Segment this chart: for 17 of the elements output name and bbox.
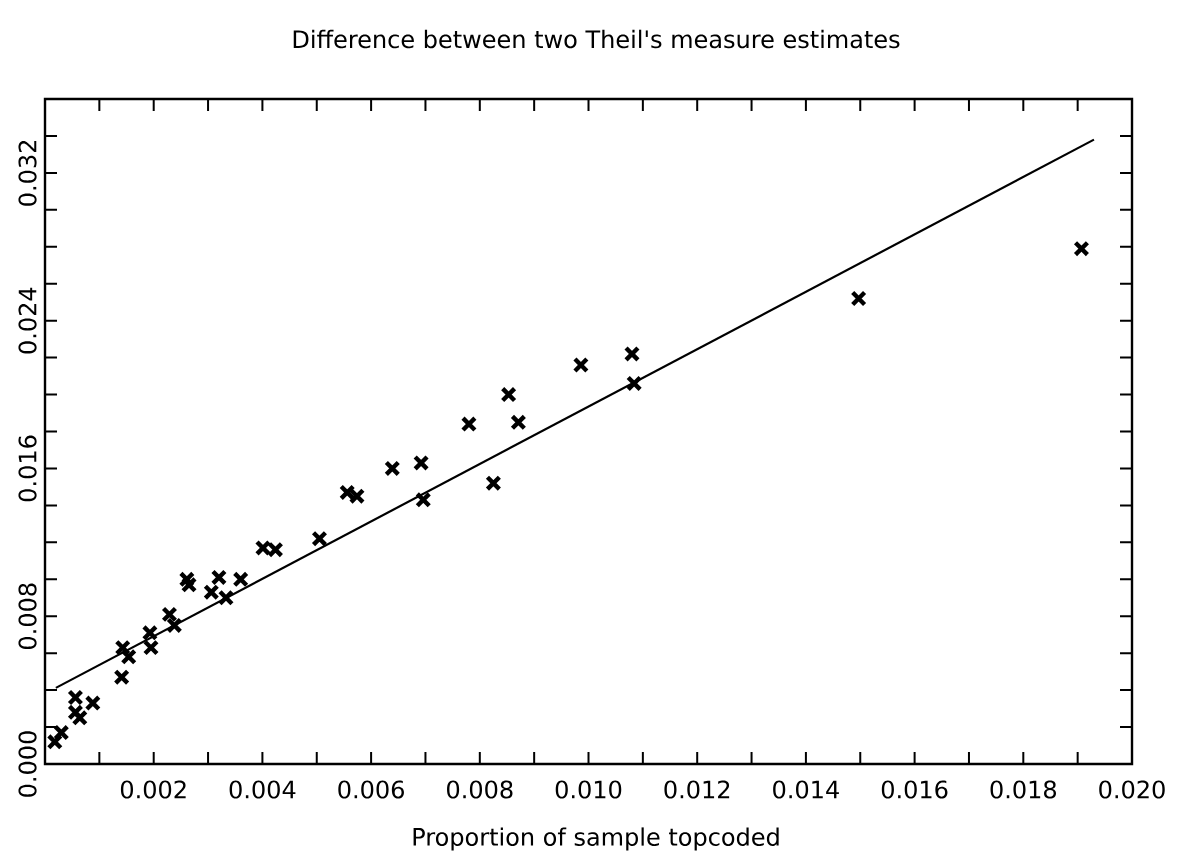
y-tick-label: 0.032 — [18, 140, 37, 206]
x-tick-label: 0.002 — [120, 780, 186, 799]
y-tick-label: 0.024 — [18, 287, 37, 354]
x-tick-label: 0.018 — [990, 780, 1056, 799]
chart-title: Difference between two Theil's measure estimates — [293, 29, 900, 49]
y-tick-label: 0.008 — [18, 583, 37, 650]
x-tick-label: 0.004 — [229, 780, 296, 799]
y-tick-label: 0.016 — [18, 435, 37, 502]
x-tick-label: 0.006 — [338, 780, 404, 799]
x-tick-label: 0.008 — [447, 780, 513, 799]
x-tick-label: 0.020 — [1099, 780, 1165, 799]
x-tick-label: 0.010 — [555, 780, 622, 799]
x-tick-label: 0.014 — [773, 780, 839, 799]
x-axis-title: Proportion of sample topcoded — [413, 827, 779, 851]
y-tick-label: 0.000 — [18, 731, 37, 797]
x-tick-label: 0.016 — [881, 780, 948, 799]
x-tick-label: 0.012 — [664, 780, 730, 799]
